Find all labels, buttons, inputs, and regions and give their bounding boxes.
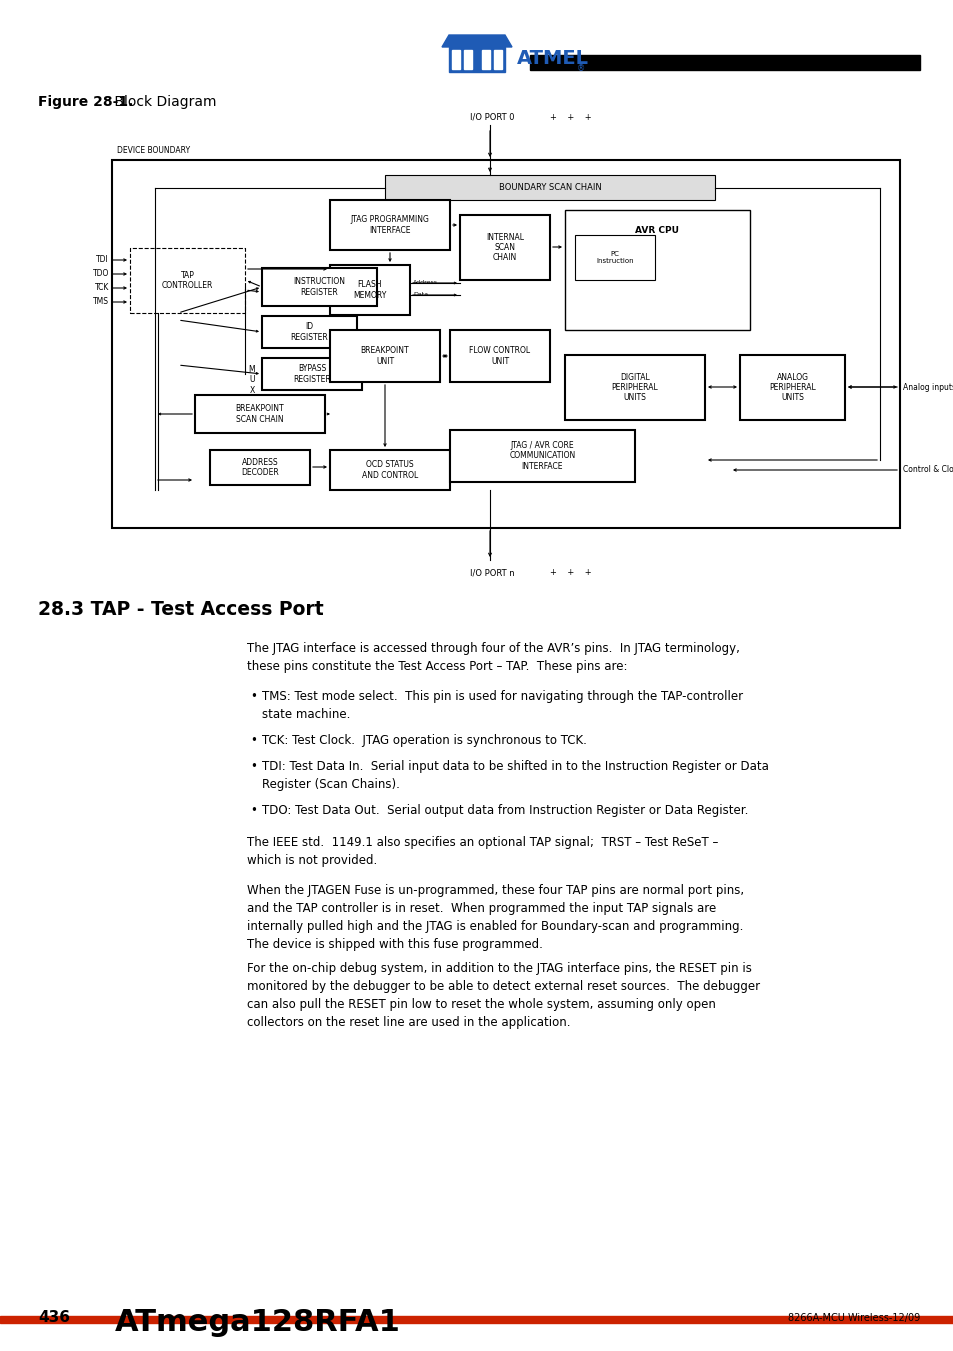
Bar bbox=[450, 330, 550, 382]
Bar bbox=[564, 209, 749, 330]
Bar bbox=[330, 265, 410, 315]
Text: Control & Clock lines: Control & Clock lines bbox=[902, 466, 953, 474]
Bar bbox=[459, 215, 550, 280]
Text: AVR CPU: AVR CPU bbox=[635, 226, 679, 235]
Text: ATMEL: ATMEL bbox=[517, 50, 588, 69]
Text: TAP
CONTROLLER: TAP CONTROLLER bbox=[162, 270, 213, 290]
Polygon shape bbox=[441, 35, 512, 47]
Text: M
U
X: M U X bbox=[249, 365, 255, 394]
Text: ID
REGISTER: ID REGISTER bbox=[291, 323, 328, 342]
Text: JTAG / AVR CORE
COMMUNICATION
INTERFACE: JTAG / AVR CORE COMMUNICATION INTERFACE bbox=[509, 440, 575, 471]
Text: The JTAG interface is accessed through four of the AVR’s pins.  In JTAG terminol: The JTAG interface is accessed through f… bbox=[247, 642, 740, 673]
Bar bbox=[449, 47, 504, 72]
Text: BREAKPOINT
SCAN CHAIN: BREAKPOINT SCAN CHAIN bbox=[235, 404, 284, 424]
Text: ADDRESS
DECODER: ADDRESS DECODER bbox=[241, 458, 278, 477]
Text: I/O PORT n: I/O PORT n bbox=[470, 567, 514, 577]
Text: TDO: Test Data Out.  Serial output data from Instruction Register or Data Regist: TDO: Test Data Out. Serial output data f… bbox=[262, 804, 747, 817]
Text: TMS: TMS bbox=[92, 297, 109, 307]
Text: ATmega128RFA1: ATmega128RFA1 bbox=[115, 1308, 400, 1337]
Text: BYPASS
REGISTER: BYPASS REGISTER bbox=[293, 365, 331, 384]
Text: +    +    +: + + + bbox=[550, 113, 591, 122]
Bar bbox=[452, 50, 459, 69]
Text: TMS: Test mode select.  This pin is used for navigating through the TAP-controll: TMS: Test mode select. This pin is used … bbox=[262, 690, 742, 721]
Text: The IEEE std.  1149.1 also specifies an optional TAP signal;  TRST – Test ReSeT : The IEEE std. 1149.1 also specifies an o… bbox=[247, 836, 718, 867]
Bar bbox=[575, 235, 655, 280]
Bar bbox=[112, 159, 899, 528]
Bar bbox=[385, 176, 714, 200]
Bar bbox=[210, 450, 310, 485]
Bar bbox=[494, 50, 501, 69]
Text: OCD STATUS
AND CONTROL: OCD STATUS AND CONTROL bbox=[361, 461, 417, 480]
Text: Block Diagram: Block Diagram bbox=[110, 95, 216, 109]
Bar bbox=[0, 1316, 953, 1323]
Text: Figure 28-1.: Figure 28-1. bbox=[38, 95, 133, 109]
Text: TDI: TDI bbox=[96, 255, 109, 265]
Text: PC
Instruction: PC Instruction bbox=[596, 251, 633, 263]
Text: For the on-chip debug system, in addition to the JTAG interface pins, the RESET : For the on-chip debug system, in additio… bbox=[247, 962, 760, 1029]
Text: •: • bbox=[250, 690, 256, 703]
Text: •: • bbox=[250, 734, 256, 747]
Text: Data: Data bbox=[413, 293, 428, 297]
Bar bbox=[194, 394, 325, 434]
Bar bbox=[450, 430, 635, 482]
Bar bbox=[330, 450, 450, 490]
Bar bbox=[564, 355, 704, 420]
Bar bbox=[330, 200, 450, 250]
Bar bbox=[262, 358, 361, 390]
Bar bbox=[262, 316, 356, 349]
Text: 8266A-MCU Wireless-12/09: 8266A-MCU Wireless-12/09 bbox=[787, 1313, 919, 1323]
Bar bbox=[530, 55, 919, 70]
Bar bbox=[463, 50, 472, 69]
Text: JTAG PROGRAMMING
INTERFACE: JTAG PROGRAMMING INTERFACE bbox=[350, 215, 429, 235]
Text: I/O PORT 0: I/O PORT 0 bbox=[470, 113, 514, 122]
Bar bbox=[262, 267, 376, 305]
Text: 436: 436 bbox=[38, 1310, 70, 1325]
Bar bbox=[740, 355, 844, 420]
Text: When the JTAGEN Fuse is un-programmed, these four TAP pins are normal port pins,: When the JTAGEN Fuse is un-programmed, t… bbox=[247, 884, 743, 951]
Text: TCK: TCK bbox=[94, 284, 109, 293]
Text: BREAKPOINT
UNIT: BREAKPOINT UNIT bbox=[360, 346, 409, 366]
Bar bbox=[330, 330, 439, 382]
Text: ®: ® bbox=[577, 65, 584, 73]
Bar bbox=[130, 249, 245, 313]
Text: TDO: TDO bbox=[92, 269, 109, 278]
Bar bbox=[481, 50, 490, 69]
Text: TDI: Test Data In.  Serial input data to be shifted in to the Instruction Regist: TDI: Test Data In. Serial input data to … bbox=[262, 761, 768, 790]
Text: INTERNAL
SCAN
CHAIN: INTERNAL SCAN CHAIN bbox=[485, 232, 523, 262]
Text: •: • bbox=[250, 804, 256, 817]
Text: DIGITAL
PERIPHERAL
UNITS: DIGITAL PERIPHERAL UNITS bbox=[611, 373, 658, 403]
Text: •: • bbox=[250, 761, 256, 773]
Text: Address: Address bbox=[413, 281, 437, 285]
Text: TCK: Test Clock.  JTAG operation is synchronous to TCK.: TCK: Test Clock. JTAG operation is synch… bbox=[262, 734, 586, 747]
Text: Analog inputs: Analog inputs bbox=[902, 382, 953, 392]
Text: INSTRUCTION
REGISTER: INSTRUCTION REGISTER bbox=[294, 277, 345, 297]
Text: DEVICE BOUNDARY: DEVICE BOUNDARY bbox=[117, 146, 190, 155]
Text: ANALOG
PERIPHERAL
UNITS: ANALOG PERIPHERAL UNITS bbox=[768, 373, 815, 403]
Text: FLASH
MEMORY: FLASH MEMORY bbox=[353, 280, 386, 300]
Text: 28.3 TAP - Test Access Port: 28.3 TAP - Test Access Port bbox=[38, 600, 323, 619]
Text: BOUNDARY SCAN CHAIN: BOUNDARY SCAN CHAIN bbox=[498, 182, 600, 192]
Text: FLOW CONTROL
UNIT: FLOW CONTROL UNIT bbox=[469, 346, 530, 366]
Text: +    +    +: + + + bbox=[550, 567, 591, 577]
